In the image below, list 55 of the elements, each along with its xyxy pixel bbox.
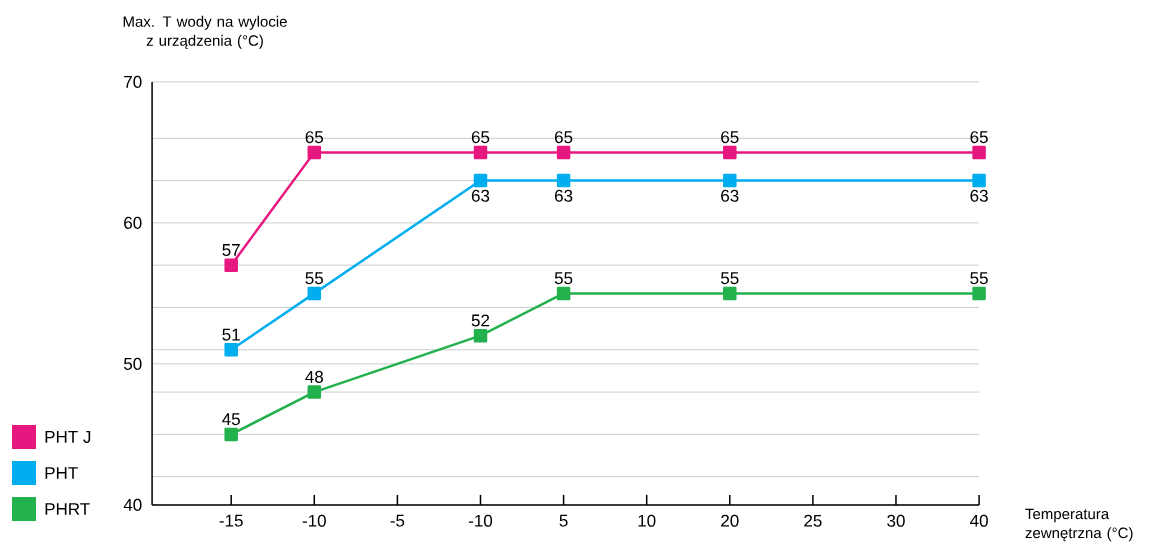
x-tick-label: -10	[468, 514, 493, 527]
y-tick-label: 60	[124, 216, 142, 229]
data-label: 52	[471, 314, 490, 327]
data-label: 63	[721, 189, 739, 202]
x-tick-label: -10	[302, 514, 326, 527]
x-tick-label: 10	[638, 514, 656, 527]
data-label: 65	[970, 131, 988, 144]
point	[473, 328, 488, 343]
data-label: 65	[305, 131, 324, 144]
data-label: 65	[554, 131, 573, 144]
data-label: 45	[222, 413, 240, 426]
y-tick-label: 50	[123, 357, 142, 370]
x-tick-label: 30	[887, 514, 905, 527]
y-axis-title: Max. T wody na wylocie z urządzenia (°C)	[123, 15, 287, 49]
x-tick-label: 40	[970, 514, 988, 527]
x-axis-title: Temperatura zewnętrzna (°C)	[1025, 508, 1133, 542]
point	[723, 286, 737, 301]
y-tick-label: 70	[124, 75, 142, 88]
data-label: 63	[970, 189, 988, 202]
x-tick-label: -5	[390, 514, 405, 527]
point	[473, 145, 488, 160]
legend-label: PHT	[45, 467, 78, 479]
data-label: 48	[305, 370, 323, 383]
point	[473, 173, 488, 188]
data-label: 55	[305, 272, 324, 285]
x-tick-label: -15	[219, 514, 243, 527]
legend-label: PHRT	[45, 503, 90, 515]
point	[307, 385, 322, 399]
point	[723, 145, 737, 160]
point	[307, 145, 322, 160]
data-label: 63	[471, 189, 490, 202]
x-tick-label: 20	[721, 514, 739, 527]
point	[723, 173, 737, 188]
point	[556, 173, 571, 188]
point	[972, 286, 986, 301]
data-label: 55	[554, 272, 573, 285]
point	[307, 286, 322, 301]
x-tick-label: 25	[804, 514, 822, 527]
point	[556, 145, 571, 160]
point	[224, 427, 238, 442]
data-label: 65	[721, 131, 739, 144]
data-label: 51	[222, 328, 240, 341]
point	[556, 286, 571, 301]
x-tick-label: 5	[559, 514, 568, 527]
point	[972, 173, 986, 188]
y-tick-label: 40	[123, 498, 142, 511]
data-label: 55	[721, 272, 739, 285]
point	[972, 145, 986, 160]
legend-label: PHT J	[45, 431, 91, 443]
data-label: 63	[554, 189, 573, 202]
data-label: 55	[970, 272, 988, 285]
data-label: 65	[471, 131, 490, 144]
data-label: 57	[222, 244, 240, 256]
point	[224, 258, 238, 272]
point	[224, 343, 238, 357]
